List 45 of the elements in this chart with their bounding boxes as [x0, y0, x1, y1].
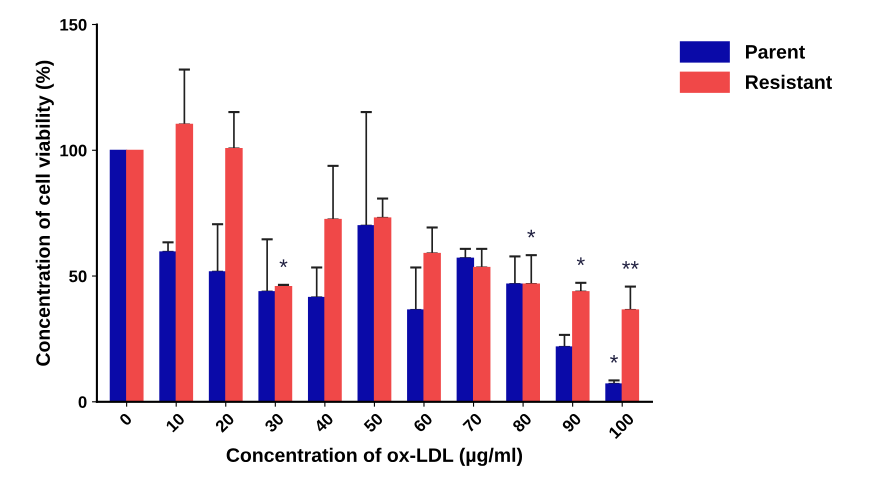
bar: [225, 148, 243, 402]
y-tick-label: 50: [69, 270, 87, 282]
x-tick-label: 90: [561, 412, 582, 433]
x-tick-label: 0: [118, 412, 133, 426]
y-tick-label: 0: [78, 396, 87, 408]
bar: [407, 309, 425, 402]
bar: [159, 251, 177, 402]
x-tick-label: 40: [313, 412, 334, 434]
bar: [274, 286, 292, 402]
bar: [472, 266, 490, 402]
bar: [358, 225, 375, 402]
x-tick-label: 10: [165, 412, 186, 433]
bar: [258, 291, 276, 402]
bar: [556, 346, 574, 402]
bar: [208, 271, 226, 402]
bar: [110, 150, 128, 402]
x-tick-label: 60: [412, 412, 434, 433]
bar: [522, 284, 540, 402]
x-tick-label: 50: [363, 412, 384, 433]
annotation: *: [280, 259, 288, 268]
bar: [506, 284, 524, 402]
bar: [374, 217, 392, 402]
y-tick-label: 100: [60, 144, 87, 156]
x-tick-label: 30: [264, 412, 285, 434]
bar: [126, 150, 144, 402]
x-tick-label: 100: [608, 412, 635, 440]
annotation: *: [576, 257, 585, 266]
bar: [423, 252, 441, 402]
bar: [622, 309, 640, 402]
annotation: *: [527, 230, 536, 238]
x-tick-label: 80: [512, 412, 532, 433]
bar: [456, 258, 474, 402]
x-tick-label: 70: [462, 412, 483, 433]
x-axis-title: Concentration of ox-LDL (µg/ml): [226, 448, 522, 466]
y-tick-label: 150: [60, 18, 87, 31]
legend-label: Resistant: [746, 74, 832, 90]
x-tick-label: 20: [214, 412, 235, 433]
bar: [176, 124, 194, 402]
bar: [572, 291, 590, 402]
legend-label: Parent: [746, 45, 805, 59]
y-axis-title: Concentration of cell viability (%): [36, 60, 54, 366]
bar: [324, 218, 342, 402]
annotation: **: [622, 261, 639, 269]
annotation: *: [610, 354, 618, 363]
bar: [308, 296, 326, 402]
